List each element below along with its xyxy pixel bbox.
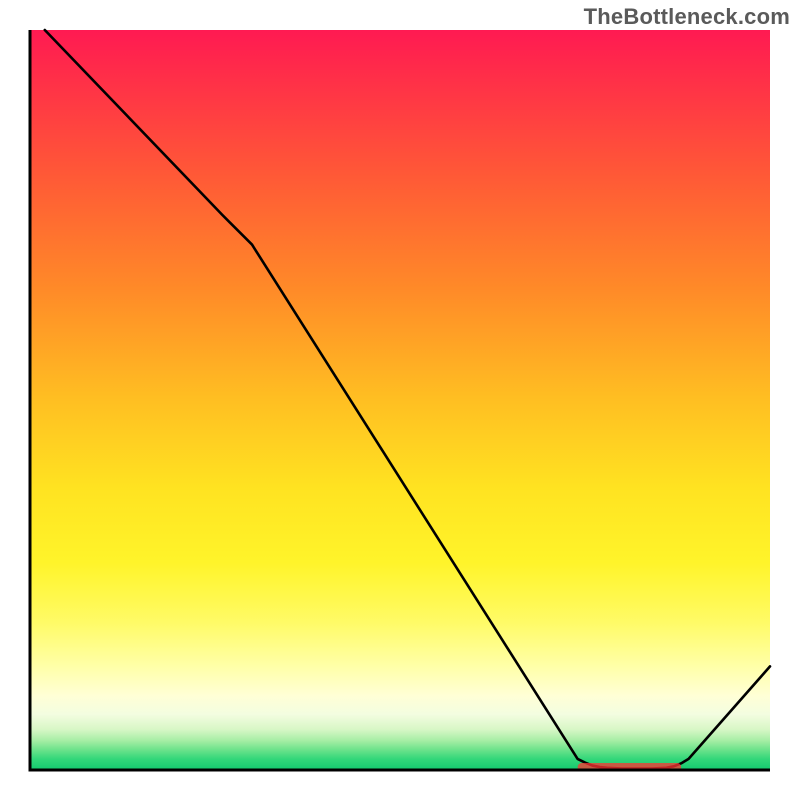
watermark-text: TheBottleneck.com xyxy=(584,4,790,30)
gradient-background xyxy=(30,30,770,770)
bottleneck-chart xyxy=(0,0,800,800)
